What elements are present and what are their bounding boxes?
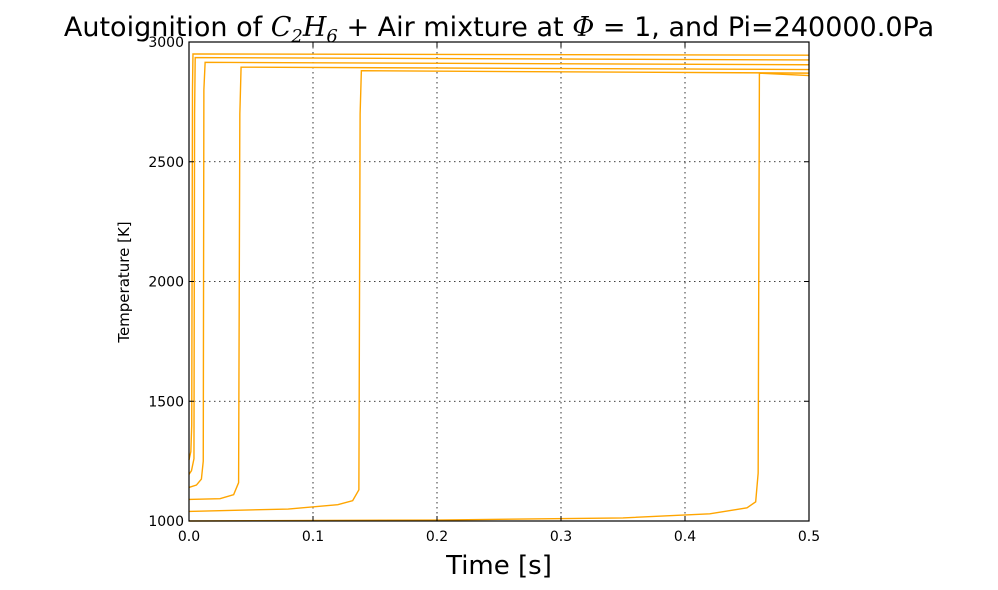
tick-labels: 0.0 0.1 0.2 0.3 0.4 0.5 1000 1500 2000 2500 3000	[148, 35, 820, 545]
title-species-c: C	[271, 12, 292, 43]
title-phi-symbol: Φ	[572, 12, 594, 43]
chart-title: Autoignition of C2H6 + Air mixture at Φ …	[64, 12, 934, 47]
series-line-1	[188, 53, 810, 461]
x-tick-label: 0.1	[302, 529, 324, 545]
series-line-2	[188, 56, 810, 475]
series-line-3	[188, 61, 810, 489]
plot-frame	[188, 41, 810, 522]
y-tick-label: 1000	[148, 514, 184, 530]
title-middle: + Air mixture at	[338, 12, 572, 43]
title-suffix: = 1, and Pi=240000.0Pa	[594, 12, 934, 43]
x-tick-label: 0.4	[674, 529, 696, 545]
series-group	[188, 53, 810, 522]
series-line-6	[188, 72, 810, 522]
grid	[189, 42, 809, 521]
y-axis-label: Temperature [K]	[115, 221, 133, 343]
title-prefix: Autoignition of	[64, 12, 271, 43]
title-species-h: H	[302, 12, 327, 43]
y-tick-label: 3000	[148, 35, 184, 51]
x-axis-label: Time [s]	[445, 551, 552, 581]
x-tick-label: 0.3	[550, 529, 572, 545]
title-species-c-subscript: 2	[290, 26, 302, 47]
title-species-h-subscript: 6	[326, 26, 337, 47]
x-tick-label: 0.0	[178, 529, 200, 545]
y-tick-label: 1500	[148, 394, 184, 410]
y-tick-label: 2500	[148, 155, 184, 171]
series-line-5	[188, 70, 810, 513]
y-tick-label: 2000	[148, 275, 184, 291]
x-tick-label: 0.2	[426, 529, 448, 545]
series-line-4	[188, 66, 810, 501]
x-tick-label: 0.5	[798, 529, 820, 545]
